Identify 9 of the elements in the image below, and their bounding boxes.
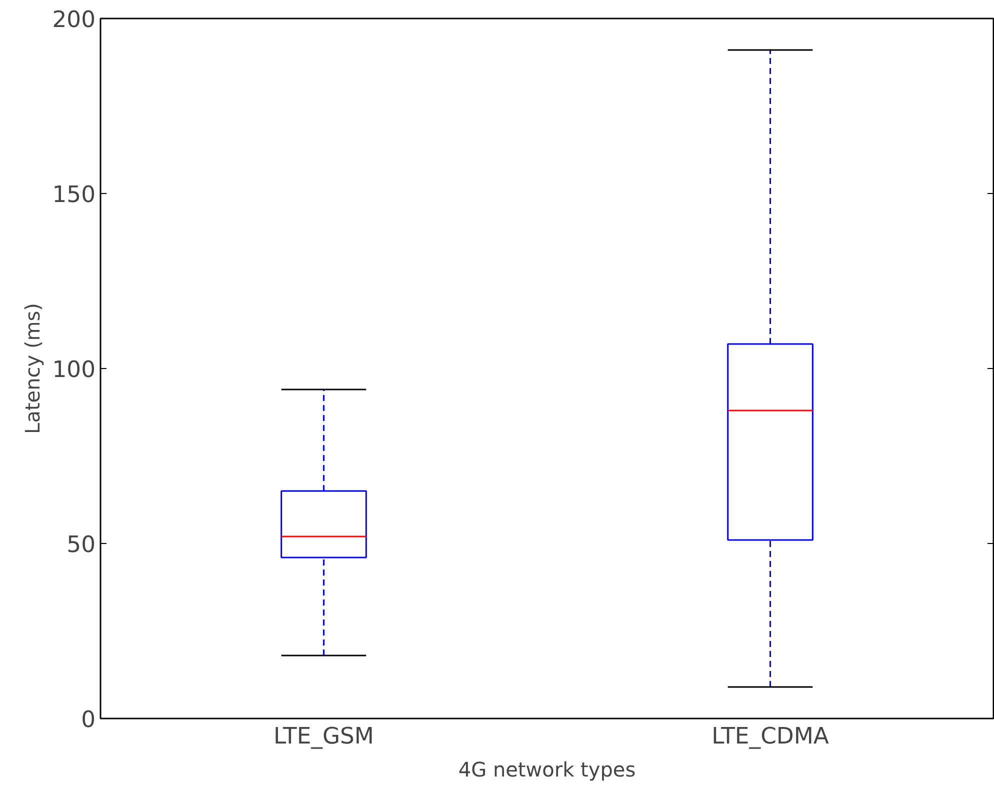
x-axis-title: 4G network types <box>458 758 636 782</box>
y-tick-label: 100 <box>52 357 96 383</box>
y-tick-label: 50 <box>66 532 96 558</box>
y-tick-label: 150 <box>52 182 96 208</box>
y-tick-label: 0 <box>81 707 96 733</box>
x-tick-label: LTE_CDMA <box>712 724 830 750</box>
y-axis-title: Latency (ms) <box>20 303 44 434</box>
y-tick-label: 200 <box>52 7 96 33</box>
x-tick-label: LTE_GSM <box>274 724 374 750</box>
